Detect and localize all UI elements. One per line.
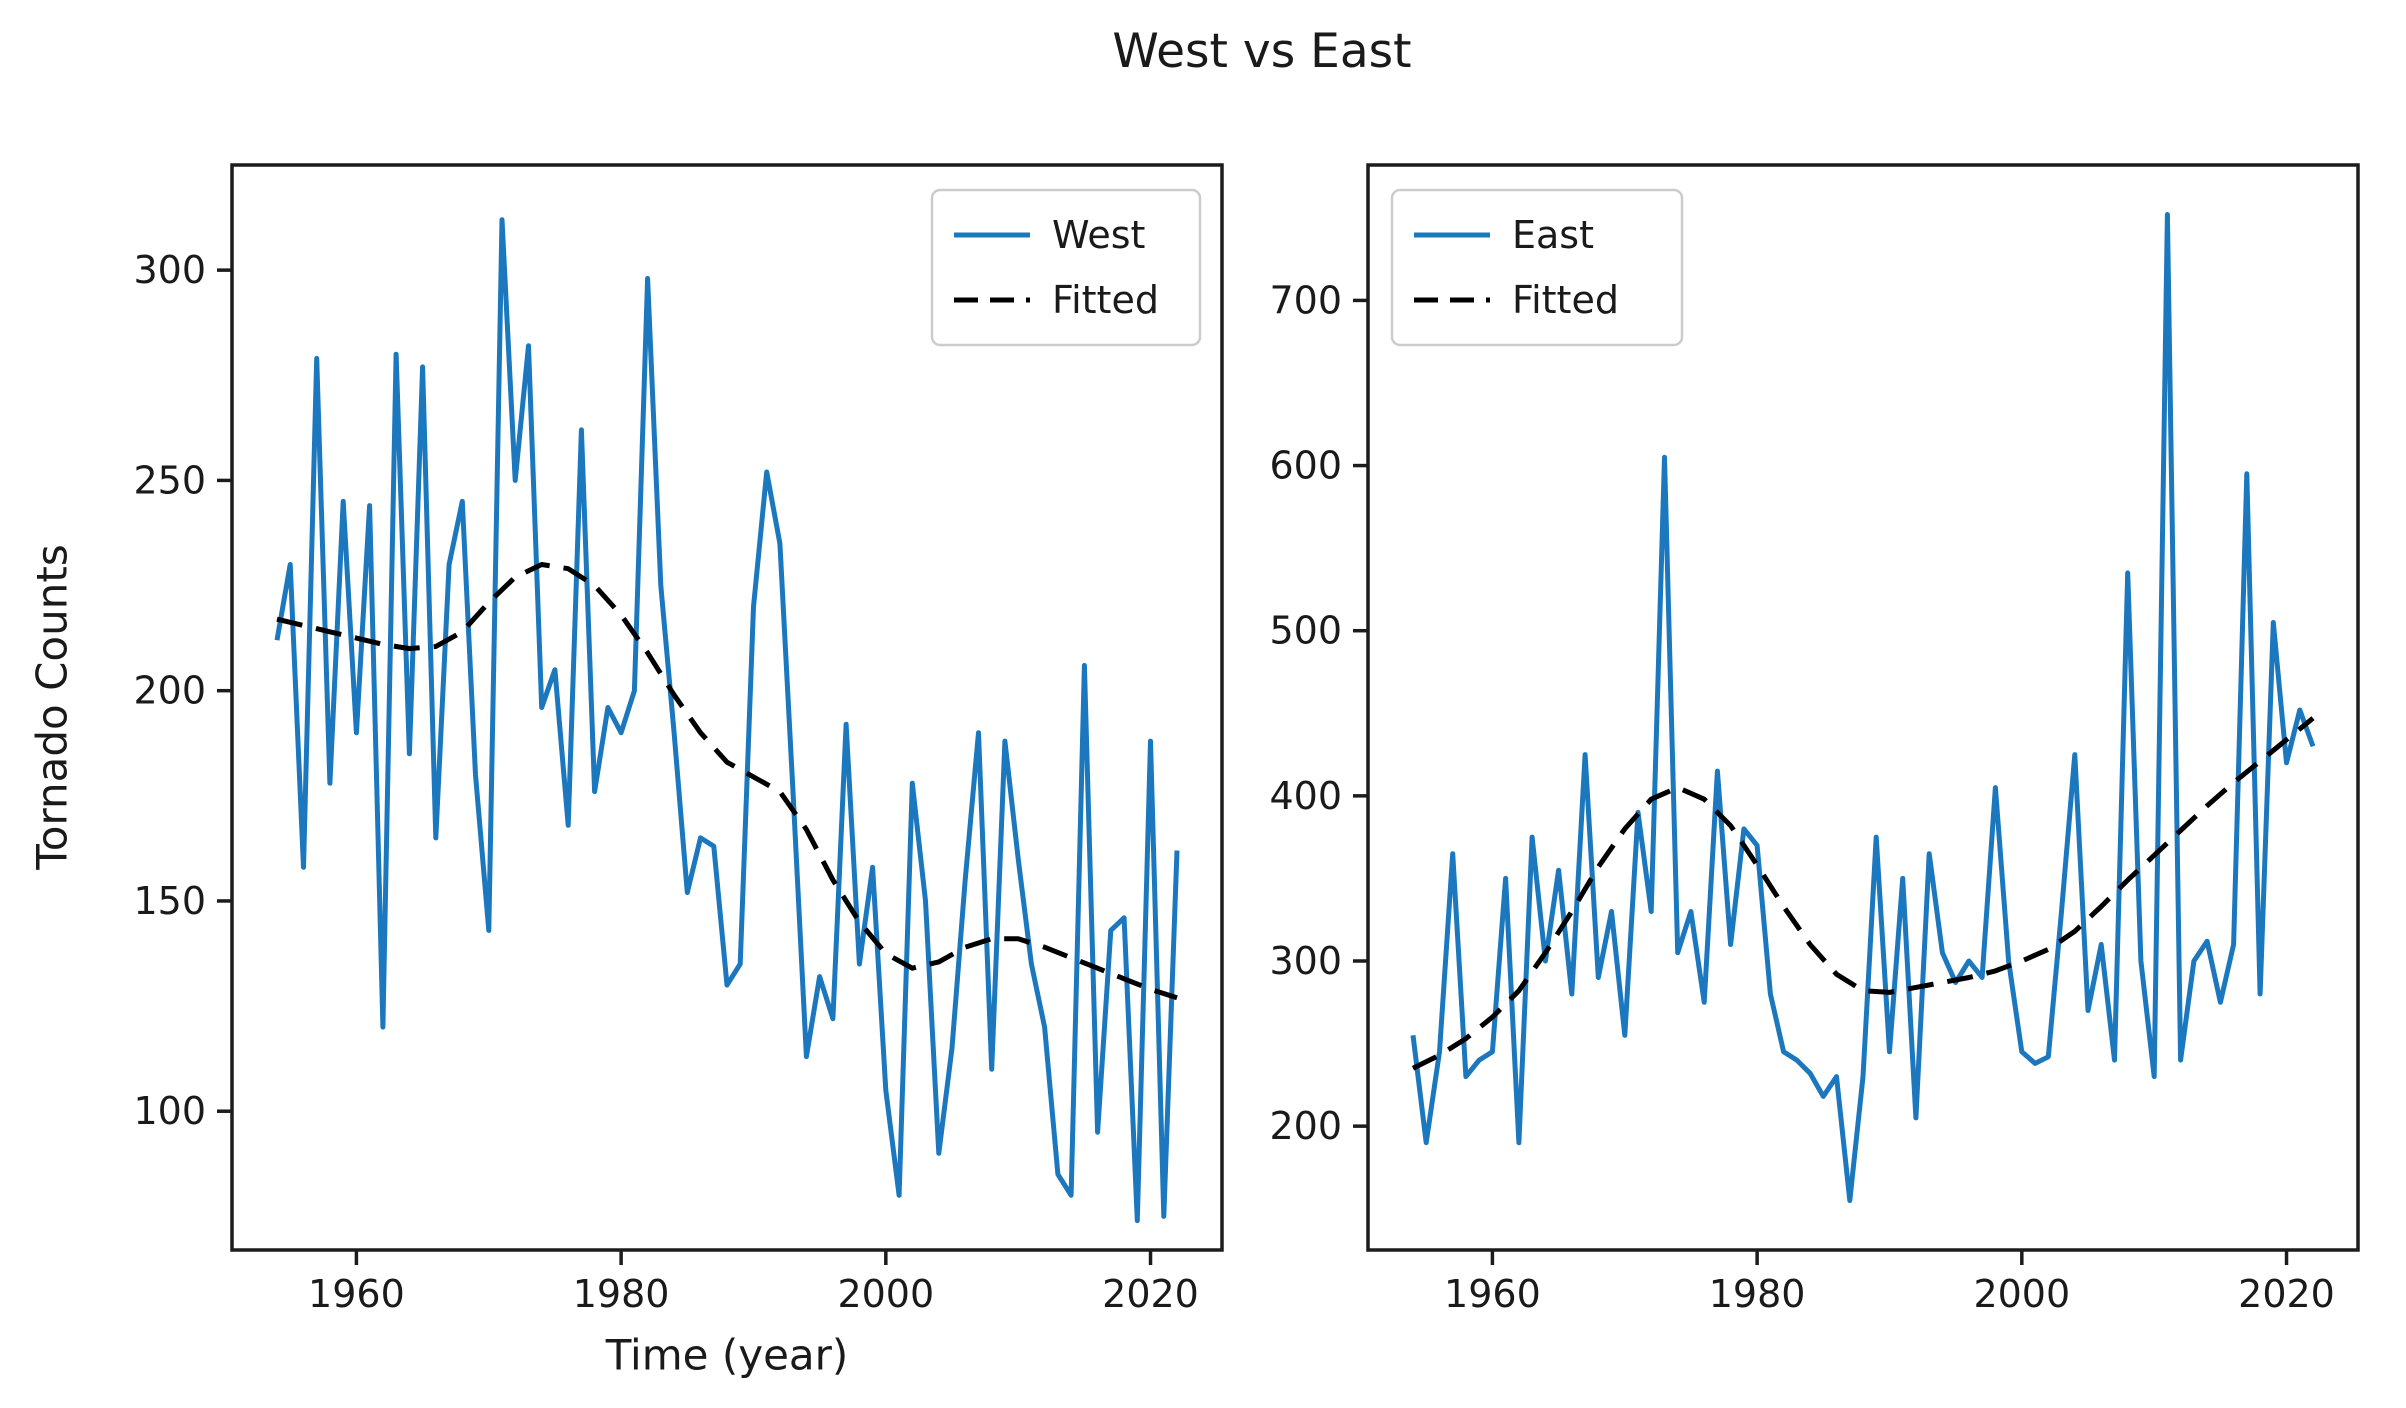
- y-tick-label-west-300: 300: [133, 248, 206, 292]
- y-tick-label-west-200: 200: [133, 669, 206, 713]
- x-tick-label-east-1960: 1960: [1444, 1272, 1541, 1316]
- west-legend-label: West: [1052, 213, 1145, 257]
- x-axis-label: Time (year): [605, 1330, 849, 1380]
- west-west-line: [274, 217, 1180, 1224]
- x-tick-label-west-1960: 1960: [308, 1272, 405, 1316]
- figure-title: West vs East: [1112, 24, 1412, 79]
- x-tick-label-west-1980: 1980: [573, 1272, 670, 1316]
- x-tick-label-east-2000: 2000: [1973, 1272, 2070, 1316]
- west-legend-box: [930, 188, 1202, 347]
- west-fitted-line: [276, 562, 1178, 1001]
- x-tick-label-east-1980: 1980: [1709, 1272, 1806, 1316]
- y-axis-label: Tornado Counts: [27, 544, 77, 870]
- east-legend-label: East: [1512, 213, 1594, 257]
- east-legend-box: [1390, 188, 1684, 347]
- y-tick-label-west-150: 150: [133, 879, 206, 923]
- y-tick-label-east-300: 300: [1269, 939, 1342, 983]
- subplot-west: 1960 1980 2000 2020 100 150 200 250 300 West Fitte…: [133, 163, 1224, 1316]
- west-legend-label: Fitted: [1052, 278, 1159, 322]
- y-tick-label-east-700: 700: [1269, 278, 1342, 322]
- x-tick-label-east-2020: 2020: [2238, 1272, 2335, 1316]
- east-fitted-line: [1411, 716, 2315, 1071]
- axes-frame-west: [230, 163, 1224, 1252]
- west-legend: West Fitted: [930, 188, 1202, 347]
- axes-frame-east: [1366, 163, 2360, 1252]
- x-tick-label-west-2000: 2000: [837, 1272, 934, 1316]
- y-tick-label-east-200: 200: [1269, 1104, 1342, 1148]
- east-east-line: [1410, 212, 2316, 1203]
- y-tick-label-east-500: 500: [1269, 609, 1342, 653]
- east-legend: East Fitted: [1390, 188, 1684, 347]
- y-tick-label-east-600: 600: [1269, 444, 1342, 488]
- east-legend-label: Fitted: [1512, 278, 1619, 322]
- x-tick-label-west-2020: 2020: [1102, 1272, 1199, 1316]
- subplot-east: 1960 1980 2000 2020 200 300 400 500 600 700 East Fi…: [1269, 163, 2360, 1316]
- y-tick-label-west-100: 100: [133, 1089, 206, 1133]
- y-tick-label-east-400: 400: [1269, 774, 1342, 818]
- y-tick-label-west-250: 250: [133, 458, 206, 502]
